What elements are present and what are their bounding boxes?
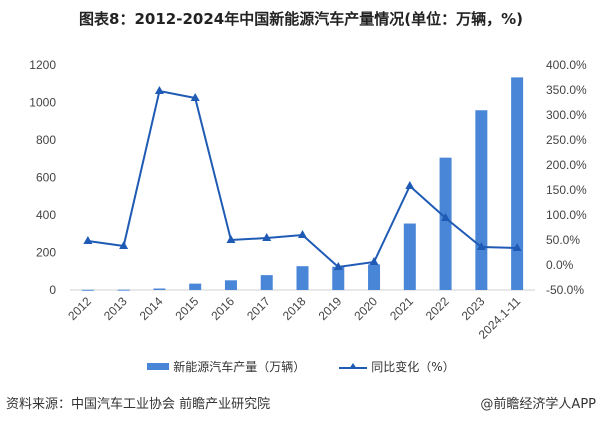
- right-axis-tick: 200.0%: [546, 158, 587, 172]
- left-axis-tick: 0: [49, 283, 56, 297]
- x-axis-tick: 2023: [459, 294, 488, 323]
- bar: [260, 275, 273, 290]
- left-axis-tick: 800: [36, 133, 56, 147]
- source-note: 资料来源：中国汽车工业协会 前瞻产业研究院: [6, 397, 271, 412]
- bar: [296, 266, 309, 290]
- bar: [189, 283, 202, 290]
- legend-bar-label: 新能源汽车产量（万辆）: [173, 360, 306, 374]
- x-axis-tick: 2013: [101, 294, 130, 323]
- left-axis-tick: 1000: [29, 96, 56, 110]
- right-axis-tick: 350.0%: [546, 83, 587, 97]
- left-axis-tick: 400: [36, 208, 56, 222]
- right-axis-tick: 400.0%: [546, 58, 587, 72]
- x-axis-tick: 2021: [387, 294, 416, 323]
- bar: [403, 223, 416, 290]
- right-axis-tick: 100.0%: [546, 208, 587, 222]
- triangle-marker-icon: [441, 213, 451, 221]
- bar: [153, 288, 166, 290]
- legend-item-production: 新能源汽车产量（万辆）: [147, 358, 305, 375]
- legend-item-yoy: 同比变化（%）: [339, 358, 455, 375]
- bar: [332, 266, 345, 290]
- x-axis-tick: 2020: [351, 294, 380, 323]
- chart-legend: 新能源汽车产量（万辆） 同比变化（%）: [0, 358, 602, 375]
- bar: [368, 264, 381, 290]
- legend-line-label: 同比变化（%）: [371, 360, 455, 374]
- x-axis-tick: 2017: [244, 294, 273, 323]
- left-axis-tick: 1200: [29, 58, 56, 72]
- x-axis-tick: 2016: [208, 294, 237, 323]
- bar: [439, 157, 452, 290]
- right-axis-tick: 50.0%: [546, 233, 580, 247]
- x-axis-tick: 2015: [173, 294, 202, 323]
- x-axis-tick: 2019: [316, 294, 345, 323]
- x-axis-tick: 2022: [423, 294, 452, 323]
- bar: [117, 289, 130, 291]
- chart-title: 图表8：2012-2024年中国新能源汽车产量情况(单位：万辆，%): [79, 10, 523, 28]
- triangle-marker-icon: [83, 236, 93, 244]
- left-axis-tick: 600: [36, 171, 56, 185]
- x-axis-tick: 2014: [137, 294, 166, 323]
- x-axis-tick: 2012: [65, 294, 94, 323]
- bar: [511, 77, 524, 290]
- right-axis-tick: 150.0%: [546, 183, 587, 197]
- x-axis-tick: 2018: [280, 294, 309, 323]
- yoy-line: [87, 89, 518, 269]
- triangle-marker-icon: [512, 243, 522, 251]
- bar-swatch-icon: [147, 363, 170, 370]
- right-axis-tick: 300.0%: [546, 108, 587, 122]
- triangle-marker-icon: [154, 86, 164, 94]
- triangle-marker-icon: [476, 242, 486, 250]
- triangle-marker-icon: [262, 233, 272, 241]
- right-axis-tick: 0.0%: [546, 258, 574, 272]
- bar: [224, 280, 237, 290]
- triangle-marker-icon: [405, 181, 415, 189]
- bar: [81, 289, 94, 291]
- triangle-marker-icon: [190, 93, 200, 101]
- triangle-marker-icon: [226, 235, 236, 243]
- line-triangle-swatch-icon: [339, 362, 368, 369]
- brand-watermark: @前瞻经济学人APP: [480, 397, 596, 412]
- right-axis-tick: -50.0%: [546, 283, 584, 297]
- triangle-marker-icon: [333, 262, 343, 270]
- right-axis-tick: 250.0%: [546, 133, 587, 147]
- left-axis-tick: 200: [36, 246, 56, 260]
- triangle-marker-icon: [119, 241, 129, 249]
- triangle-marker-icon: [298, 230, 307, 238]
- triangle-marker-icon: [369, 257, 379, 265]
- bar: [475, 110, 488, 291]
